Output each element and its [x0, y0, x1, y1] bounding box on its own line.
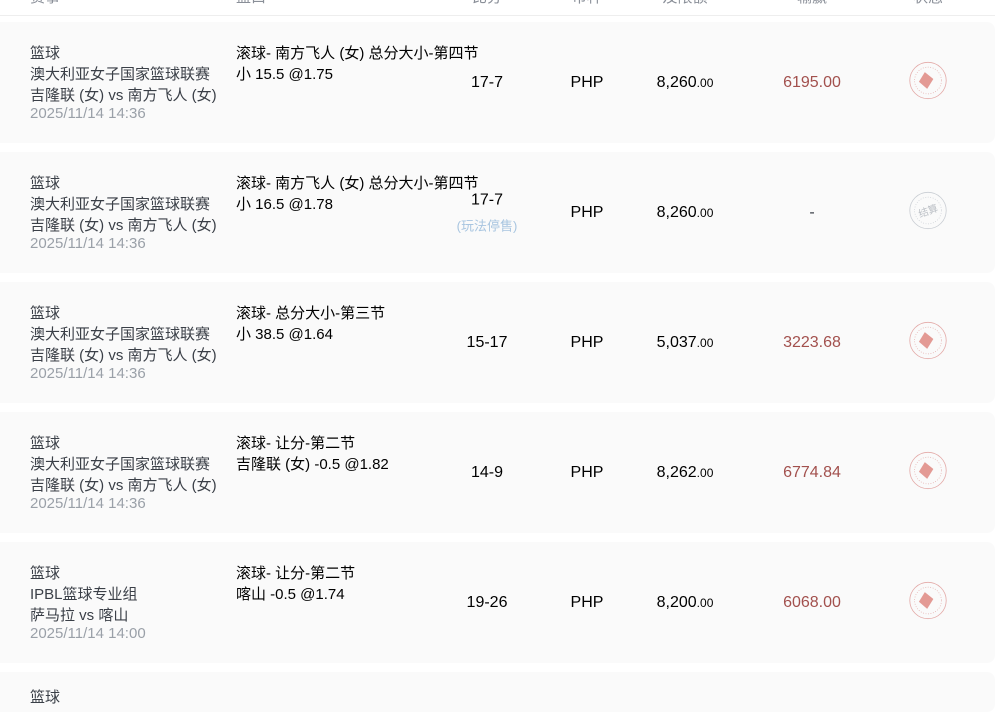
svg-text:结算: 结算 — [917, 201, 940, 220]
